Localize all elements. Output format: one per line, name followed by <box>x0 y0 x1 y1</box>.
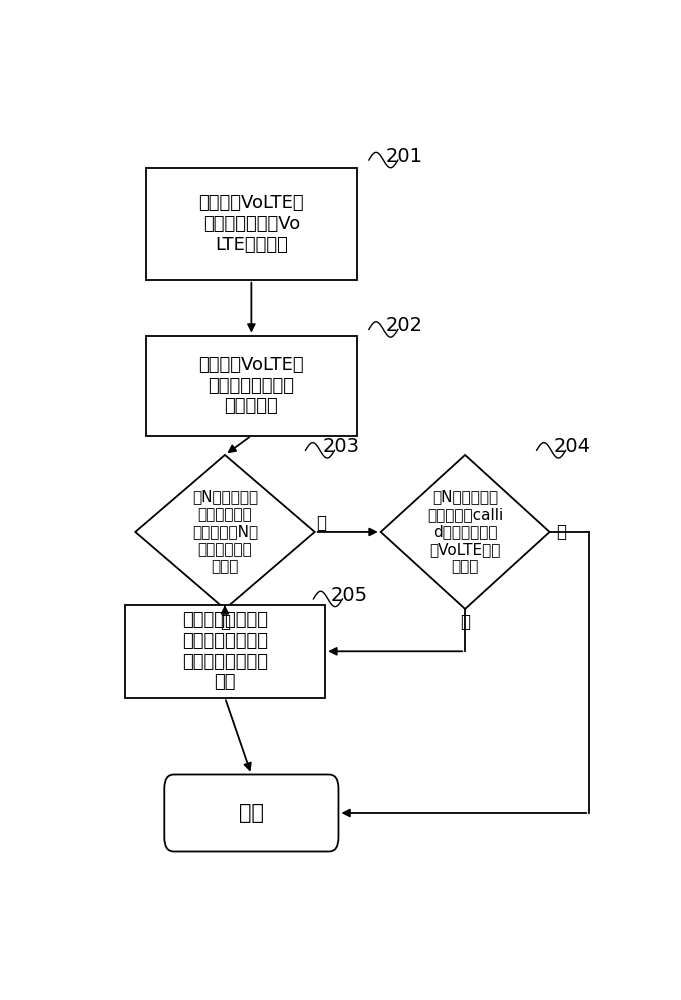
Text: 否: 否 <box>316 514 326 532</box>
Text: 204: 204 <box>554 437 590 456</box>
Text: 否: 否 <box>460 613 470 631</box>
FancyBboxPatch shape <box>125 605 326 698</box>
Text: 203: 203 <box>323 437 360 456</box>
Text: 第N个会话数据
所占的带宽是
否大于该第N个
会话数据的带
宽阈值: 第N个会话数据 所占的带宽是 否大于该第N个 会话数据的带 宽阈值 <box>192 490 258 574</box>
Text: 201: 201 <box>386 147 423 166</box>
FancyBboxPatch shape <box>146 168 357 280</box>
Text: 结束: 结束 <box>239 803 264 823</box>
Text: 是: 是 <box>220 613 230 631</box>
FancyBboxPatch shape <box>164 774 338 852</box>
Text: 根据历史异常会话
数据确定是否删除
该第一会话数据的
承载: 根据历史异常会话 数据确定是否删除 该第一会话数据的 承载 <box>182 611 268 692</box>
Text: 第N个会话数据
的呼叫标识calli
d是否出现在第
二VoLTE信令
数据中: 第N个会话数据 的呼叫标识calli d是否出现在第 二VoLTE信令 数据中 <box>427 490 503 574</box>
Polygon shape <box>136 455 315 609</box>
Text: 是: 是 <box>556 523 567 541</box>
FancyBboxPatch shape <box>146 336 357 436</box>
Polygon shape <box>381 455 550 609</box>
Text: 获取第一VoLTE信
令数据以及第二Vo
LTE信令数据: 获取第一VoLTE信 令数据以及第二Vo LTE信令数据 <box>199 194 304 254</box>
Text: 205: 205 <box>330 586 368 605</box>
Text: 计算第一VoLTE信
令数据中每个会话
所占的带宽: 计算第一VoLTE信 令数据中每个会话 所占的带宽 <box>199 356 304 415</box>
Text: 202: 202 <box>386 316 423 335</box>
